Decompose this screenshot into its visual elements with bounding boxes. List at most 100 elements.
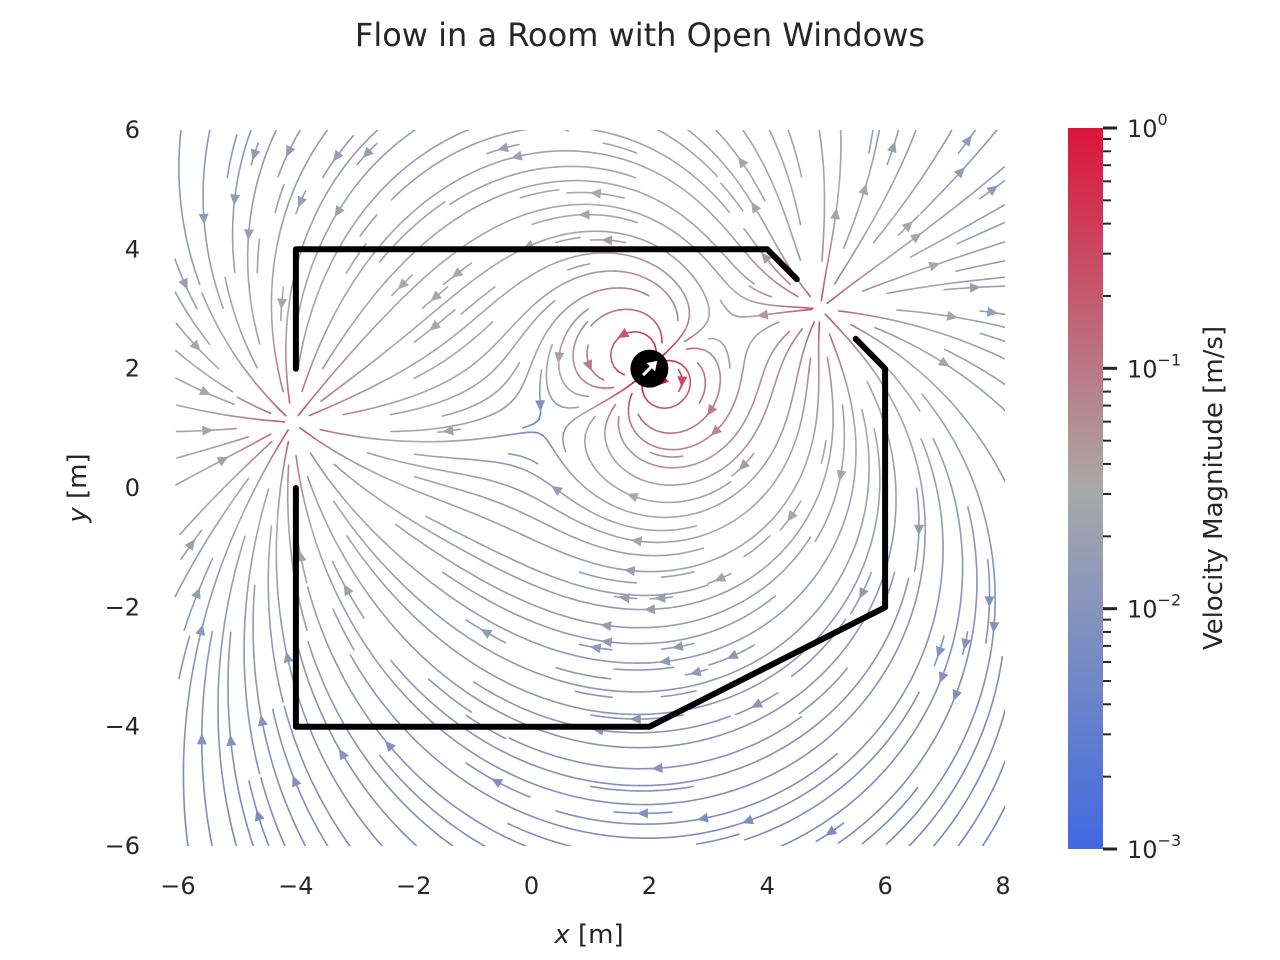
streamline-segment (465, 707, 473, 713)
streamline-segment (522, 599, 530, 605)
streamline-segment (622, 524, 630, 528)
streamline-segment (225, 504, 231, 512)
streamline-segment (501, 132, 510, 136)
streamline-segment (891, 457, 895, 466)
streamline-segment (186, 702, 189, 711)
streamline-segment (279, 738, 284, 747)
streamline-segment (523, 374, 528, 383)
streamline-segment (577, 829, 586, 833)
streamline-segment (203, 157, 207, 166)
streamline-segment (586, 422, 591, 430)
streamline-segment (478, 577, 486, 583)
streamline-segment (222, 778, 225, 787)
streamline-segment (274, 352, 277, 360)
streamline-segment (673, 257, 681, 263)
streamline-segment (554, 701, 563, 705)
streamline-segment (701, 737, 710, 742)
streamline-segment (727, 621, 735, 627)
streamline-segment (807, 369, 810, 378)
streamline-segment (593, 152, 602, 155)
streamline-segment (805, 382, 809, 391)
streamline-segment (522, 185, 530, 189)
streamline-segment (685, 426, 694, 431)
streamline-segment (795, 374, 799, 383)
streamline-segment (659, 329, 663, 338)
streamline-segment (601, 531, 610, 536)
streamline-segment (372, 689, 378, 697)
streamline-segment (581, 636, 590, 640)
streamline-segment (915, 590, 919, 599)
streamline-segment (220, 331, 225, 339)
streamline-segment (208, 640, 212, 649)
streamline-segment (348, 375, 355, 381)
streamline-segment (566, 278, 575, 283)
streamline-segment (598, 694, 607, 698)
streamline-segment (409, 534, 417, 540)
streamline-segment (224, 276, 228, 285)
streamline-segment (438, 360, 446, 366)
streamline-segment (501, 220, 509, 225)
streamline-segment (384, 476, 392, 482)
streamline-segment (834, 767, 842, 773)
streamline-segment (739, 805, 748, 810)
streamline-segment (397, 296, 404, 303)
streamline-segment (757, 265, 764, 272)
streamline-segment (219, 398, 228, 403)
streamline-segment (830, 381, 833, 390)
streamline-segment (522, 309, 529, 316)
streamline-segment (753, 717, 762, 723)
streamline-segment (588, 458, 594, 466)
streamline-segment (536, 312, 542, 319)
streamline-segment (307, 152, 313, 160)
streamline-segment (381, 280, 388, 287)
streamline-segment (450, 151, 458, 156)
streamline-segment (596, 563, 605, 567)
streamline-segment (392, 340, 399, 347)
streamline-segment (763, 796, 771, 801)
streamline-segment (569, 214, 578, 217)
streamline-segment (346, 535, 351, 541)
streamline-segment (250, 555, 254, 564)
streamline-segment (550, 319, 556, 327)
streamline-segment (543, 730, 551, 735)
streamline-segment (540, 624, 548, 628)
streamline-segment (635, 163, 643, 167)
streamline-segment (495, 223, 504, 228)
streamline-segment (204, 671, 207, 680)
streamline-segment (243, 145, 247, 154)
streamline-segment (640, 514, 649, 517)
streamline-segment (519, 511, 527, 516)
streamline-segment (581, 685, 589, 689)
streamline-segment (262, 156, 266, 164)
streamline-segment (595, 468, 601, 476)
streamline-segment (527, 831, 536, 836)
streamline-segment (218, 413, 227, 416)
streamline-segment (298, 353, 302, 362)
streamline-segment (735, 766, 744, 771)
streamline-segment (349, 153, 356, 160)
streamline-segment (542, 819, 550, 824)
streamline-segment (269, 527, 273, 535)
streamline-segment (719, 484, 727, 490)
streamline-segment (315, 544, 320, 552)
streamline-segment (300, 836, 305, 844)
streamline-segment (301, 163, 307, 171)
streamline-segment (245, 592, 248, 601)
streamline-segment (607, 533, 616, 537)
streamline-segment (295, 454, 298, 461)
streamline-segment (498, 552, 507, 558)
streamline-segment (337, 596, 342, 604)
streamline-segment (327, 573, 332, 581)
streamline-segment (663, 176, 671, 181)
streamline-segment (398, 137, 405, 143)
streamline-segment (348, 411, 357, 415)
streamline-segment (297, 749, 302, 757)
streamline-segment (522, 276, 530, 282)
streamline-segment (400, 779, 407, 786)
streamline-segment (708, 490, 716, 495)
streamline-segment (353, 772, 359, 779)
streamline-segment (524, 779, 532, 784)
streamline-segment (790, 631, 797, 638)
streamline-segment (473, 381, 480, 387)
streamline-segment (186, 840, 189, 846)
